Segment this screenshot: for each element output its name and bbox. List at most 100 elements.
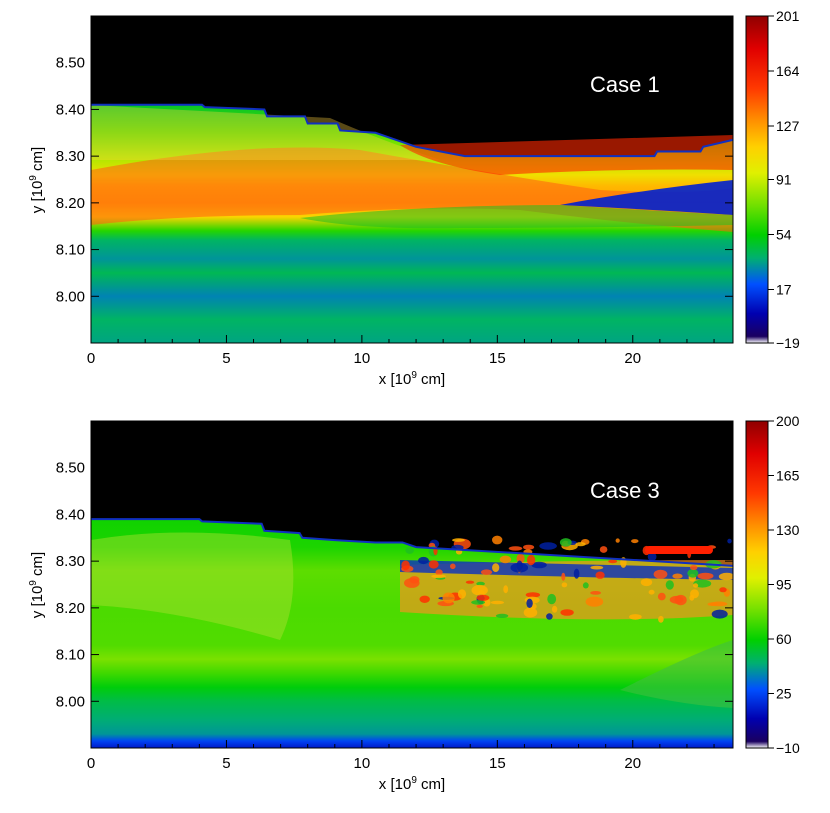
panel-case-3: Case 3 0 5 10 15 20 8.00 8.10 8.20 8.30 8.40 8.50… <box>28 413 800 793</box>
colorbar-ticks: −19 17 54 91 127 164 201 <box>768 8 800 351</box>
kh-blob <box>452 538 465 542</box>
y-tick-label: 8.10 <box>56 242 85 259</box>
y-tick-label: 8.50 <box>56 55 85 72</box>
colorbar-tick-label: 95 <box>776 577 792 593</box>
colorbar-tick-label: 130 <box>776 522 800 538</box>
kh-blob <box>631 539 639 544</box>
kh-blob <box>615 538 620 543</box>
kh-blob <box>476 604 483 609</box>
y-tick-label: 8.20 <box>56 600 85 617</box>
kh-blob <box>419 595 430 603</box>
colorbar-ticks: −10 25 60 95 130 165 200 <box>768 413 800 756</box>
x-tick-label: 0 <box>87 350 95 367</box>
kh-blob <box>546 613 553 620</box>
panel-case-1: Case 1 0 5 10 15 20 8.00 8.10 8.20 8.30 8.40 8.50… <box>28 8 800 388</box>
kh-blob <box>526 554 536 566</box>
red-streak <box>645 546 713 554</box>
colorbar-tick-label: 165 <box>776 468 800 484</box>
kh-blob <box>499 555 512 564</box>
kh-blob <box>450 563 456 570</box>
kh-blob <box>653 569 668 579</box>
kh-blob <box>590 591 601 595</box>
kh-blob <box>418 556 429 565</box>
kh-blob <box>582 582 589 589</box>
kh-blob <box>693 583 699 588</box>
kh-blob <box>435 569 443 576</box>
kh-blob <box>492 535 503 545</box>
kh-blob <box>590 565 604 570</box>
y-tick-label: 8.30 <box>56 553 85 570</box>
kh-blob <box>401 560 410 571</box>
kh-blob <box>697 572 714 580</box>
colorbar-tick-label: 54 <box>776 226 792 242</box>
colorbar-tick-label: 127 <box>776 118 800 134</box>
kh-blob <box>531 561 547 569</box>
colorbar-tick-label: 91 <box>776 172 792 188</box>
x-tick-label: 10 <box>354 755 371 772</box>
y-tick-label: 8.50 <box>56 460 85 477</box>
kh-blob <box>575 542 586 547</box>
x-tick-label: 0 <box>87 755 95 772</box>
kh-blob <box>526 598 533 608</box>
kh-blob <box>559 538 572 547</box>
x-tick-label: 15 <box>489 350 506 367</box>
colorbar-tick-label: 17 <box>776 281 792 297</box>
colorbar-case-1: −19 17 54 91 127 164 201 <box>745 8 800 351</box>
kh-blob <box>508 546 523 551</box>
x-tick-label: 5 <box>222 350 230 367</box>
kh-blob <box>665 580 674 590</box>
y-tick-label: 8.00 <box>56 288 85 305</box>
colorbar-tick-label: −19 <box>776 335 800 351</box>
kh-blob <box>523 544 535 550</box>
colorbar-case-3: −10 25 60 95 130 165 200 <box>745 413 800 756</box>
kh-blob <box>640 578 653 587</box>
kh-blob <box>608 559 618 564</box>
colorbar-tick-label: 201 <box>776 8 800 24</box>
y-axis-title: y [109 cm] <box>28 552 46 618</box>
plot-frame <box>90 420 734 749</box>
kh-blob <box>669 595 684 604</box>
upper-arc-region <box>91 105 440 160</box>
blue-intrusion <box>560 180 733 215</box>
kh-blob <box>561 582 568 588</box>
kh-blob <box>710 601 728 607</box>
kh-blob <box>503 585 509 594</box>
blue-mixing-pockets <box>400 560 733 580</box>
x-tick-label: 20 <box>624 755 641 772</box>
surface-outline <box>91 103 733 158</box>
y-axis-title: y [109 cm] <box>28 147 46 213</box>
kh-blob <box>539 542 557 550</box>
kh-blob <box>442 592 455 604</box>
x-axis: 0 5 10 15 20 <box>87 421 715 772</box>
y-tick-label: 8.20 <box>56 195 85 212</box>
plot-frame <box>90 15 734 344</box>
kh-blob <box>719 587 727 593</box>
kh-blob <box>409 576 420 584</box>
kh-blob <box>471 584 488 596</box>
colorbar <box>745 420 769 749</box>
kh-blob <box>510 562 529 573</box>
kh-blob <box>490 600 504 605</box>
kh-blob <box>711 609 728 619</box>
y-tick-label: 8.00 <box>56 693 85 710</box>
y-tick-label: 8.40 <box>56 506 85 523</box>
kh-blob <box>457 589 467 599</box>
kh-blob <box>718 572 733 581</box>
kh-blob <box>690 565 698 571</box>
kh-blob <box>495 613 509 619</box>
kh-blob <box>573 568 580 579</box>
x-axis-title: x [109 cm] <box>379 775 445 793</box>
kh-blob <box>561 572 566 581</box>
kh-blob <box>687 569 699 578</box>
surface-outline <box>91 518 733 567</box>
features <box>91 532 733 708</box>
kh-blob <box>428 560 439 569</box>
kh-blob <box>471 600 485 605</box>
kh-blob <box>476 581 485 586</box>
colorbar-tick-label: 25 <box>776 686 792 702</box>
green-tongue <box>300 205 733 229</box>
kh-blob <box>551 605 558 613</box>
x-tick-label: 10 <box>354 350 371 367</box>
y-axis: 8.00 8.10 8.20 8.30 8.40 8.50 <box>56 55 733 305</box>
